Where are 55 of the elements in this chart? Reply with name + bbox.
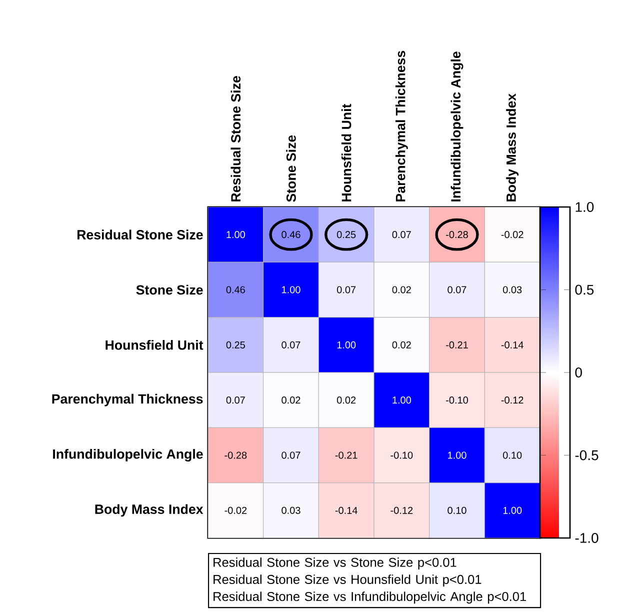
data-label: 0.02 (337, 396, 356, 404)
data-label: -0.12 (501, 396, 524, 404)
data-label: 0.07 (448, 286, 466, 294)
data-label: 1.00 (448, 452, 466, 459)
data-label: 0.07 (392, 231, 411, 238)
data-label: 0.02 (392, 341, 411, 348)
data-label: -0.02 (501, 231, 524, 238)
text: Residual Stone Size vs Infundibulopelvic Angle p<0.01 (214, 592, 526, 604)
data-label: -0.10 (390, 452, 413, 459)
y-tick-label: Infundibulopelvic Angle (53, 449, 203, 462)
data-label: 0.02 (392, 286, 411, 294)
data-label: 1.00 (282, 286, 300, 294)
color-bar-label: 1.0 (576, 202, 594, 212)
data-label: -0.21 (335, 452, 358, 459)
data-label: 0.25 (337, 231, 356, 238)
data-label: -0.14 (335, 506, 358, 514)
y-tick-label: Residual Stone Size (77, 230, 203, 240)
data-label: 0.25 (226, 341, 245, 348)
color-bar-label: 0 (575, 368, 582, 378)
data-label: -0.28 (446, 231, 468, 238)
color-bar-label: 0.5 (575, 284, 594, 295)
y-tick-label: Stone Size (136, 284, 203, 295)
data-label: 1.00 (392, 396, 411, 404)
data-label: 0.10 (502, 452, 522, 459)
data-label: 0.03 (502, 286, 522, 294)
data-label: -0.21 (446, 341, 468, 348)
data-label: 1.00 (337, 341, 356, 348)
y-tick-label: Hounsfield Unit (106, 340, 204, 350)
data-label: 0.02 (282, 396, 300, 404)
text: Residual Stone Size vs Hounsfield Unit p<0.01 (214, 574, 482, 587)
y-tick-label: Body Mass Index (95, 504, 204, 517)
data-label: -0.10 (446, 396, 468, 404)
data-label: -0.14 (501, 341, 524, 348)
data-label: 0.07 (337, 286, 356, 294)
text: Residual Stone Size vs Stone Size p<0.01 (214, 558, 456, 570)
data-label: 0.46 (282, 231, 300, 238)
data-label: 1.00 (226, 231, 246, 238)
x-tick-label: Stone Size (286, 135, 296, 202)
data-label: 1.00 (503, 506, 522, 514)
color-bar-label: -1.0 (575, 533, 598, 543)
color-bar-label: -0.5 (575, 450, 598, 460)
data-label: -0.12 (390, 506, 413, 514)
data-label: 0.07 (282, 341, 300, 348)
y-tick-label: Parenchymal Thickness (52, 394, 203, 406)
data-label: 0.07 (282, 452, 300, 459)
data-label: -0.28 (224, 452, 247, 459)
data-label: -0.02 (224, 506, 247, 514)
data-label: 0.46 (226, 286, 245, 294)
x-tick-label: Hounsfield Unit (341, 104, 352, 202)
data-label: 0.10 (448, 506, 466, 514)
data-label: 0.03 (282, 506, 300, 514)
x-tick-label: Body Mass Index (506, 93, 519, 202)
x-tick-label: Infundibulopelvic Angle (450, 52, 464, 202)
x-tick-label: Parenchymal Thickness (395, 50, 408, 202)
data-label: 0.07 (226, 396, 245, 404)
